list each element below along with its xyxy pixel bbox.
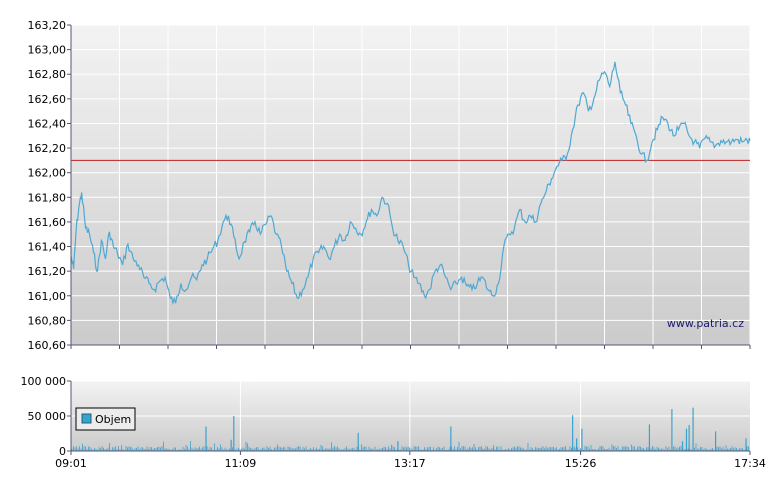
price-y-tick-label: 163,20 <box>28 19 67 32</box>
price-y-ticks: 160,60 160,80 161,00 161,20 161,40 161,60 161,… <box>28 19 71 352</box>
price-grid <box>71 24 751 345</box>
price-panel: 160,60 160,80 161,00 161,20 161,40 161,60 161,… <box>28 19 751 352</box>
watermark: www.patria.cz <box>667 317 744 330</box>
price-x-tickmarks <box>70 345 751 349</box>
volume-y-tick-label: 100 000 <box>21 375 67 388</box>
volume-x-tick-label: 15:26 <box>565 457 597 470</box>
volume-x-tick-label: 13:17 <box>394 457 426 470</box>
volume-x-ticks: 09:01 11:09 13:17 15:26 17:34 <box>55 451 766 470</box>
volume-legend: Objem <box>75 407 136 431</box>
price-y-tick-label: 161,20 <box>28 265 67 278</box>
legend-swatch <box>81 413 92 424</box>
price-y-tick-label: 160,60 <box>28 339 67 352</box>
legend-label: Objem <box>95 413 131 426</box>
volume-y-tick-label: 50 000 <box>28 410 67 423</box>
price-y-tick-label: 161,40 <box>28 241 67 254</box>
price-y-tick-label: 161,00 <box>28 290 67 303</box>
price-y-tick-label: 161,80 <box>28 191 67 204</box>
volume-y-tick-label: 0 <box>59 445 66 458</box>
volume-x-tick-label: 11:09 <box>225 457 257 470</box>
price-y-tick-label: 163,00 <box>28 44 67 57</box>
volume-bars <box>205 407 747 451</box>
price-y-tick-label: 161,60 <box>28 216 67 229</box>
volume-panel: 0 50 000 100 000 09:01 11:09 13:17 15:26 17:34… <box>21 375 766 470</box>
price-y-tick-label: 162,00 <box>28 167 67 180</box>
price-y-tick-label: 162,60 <box>28 93 67 106</box>
volume-grid <box>71 380 750 451</box>
price-y-tick-label: 162,80 <box>28 68 67 81</box>
volume-x-tick-label: 09:01 <box>55 457 87 470</box>
volume-x-tick-label: 17:34 <box>734 457 766 470</box>
volume-y-ticks: 0 50 000 100 000 <box>21 375 71 458</box>
price-y-tick-label: 160,80 <box>28 314 67 327</box>
price-y-tick-label: 162,20 <box>28 142 67 155</box>
price-y-tick-label: 162,40 <box>28 117 67 130</box>
price-line <box>70 61 751 306</box>
